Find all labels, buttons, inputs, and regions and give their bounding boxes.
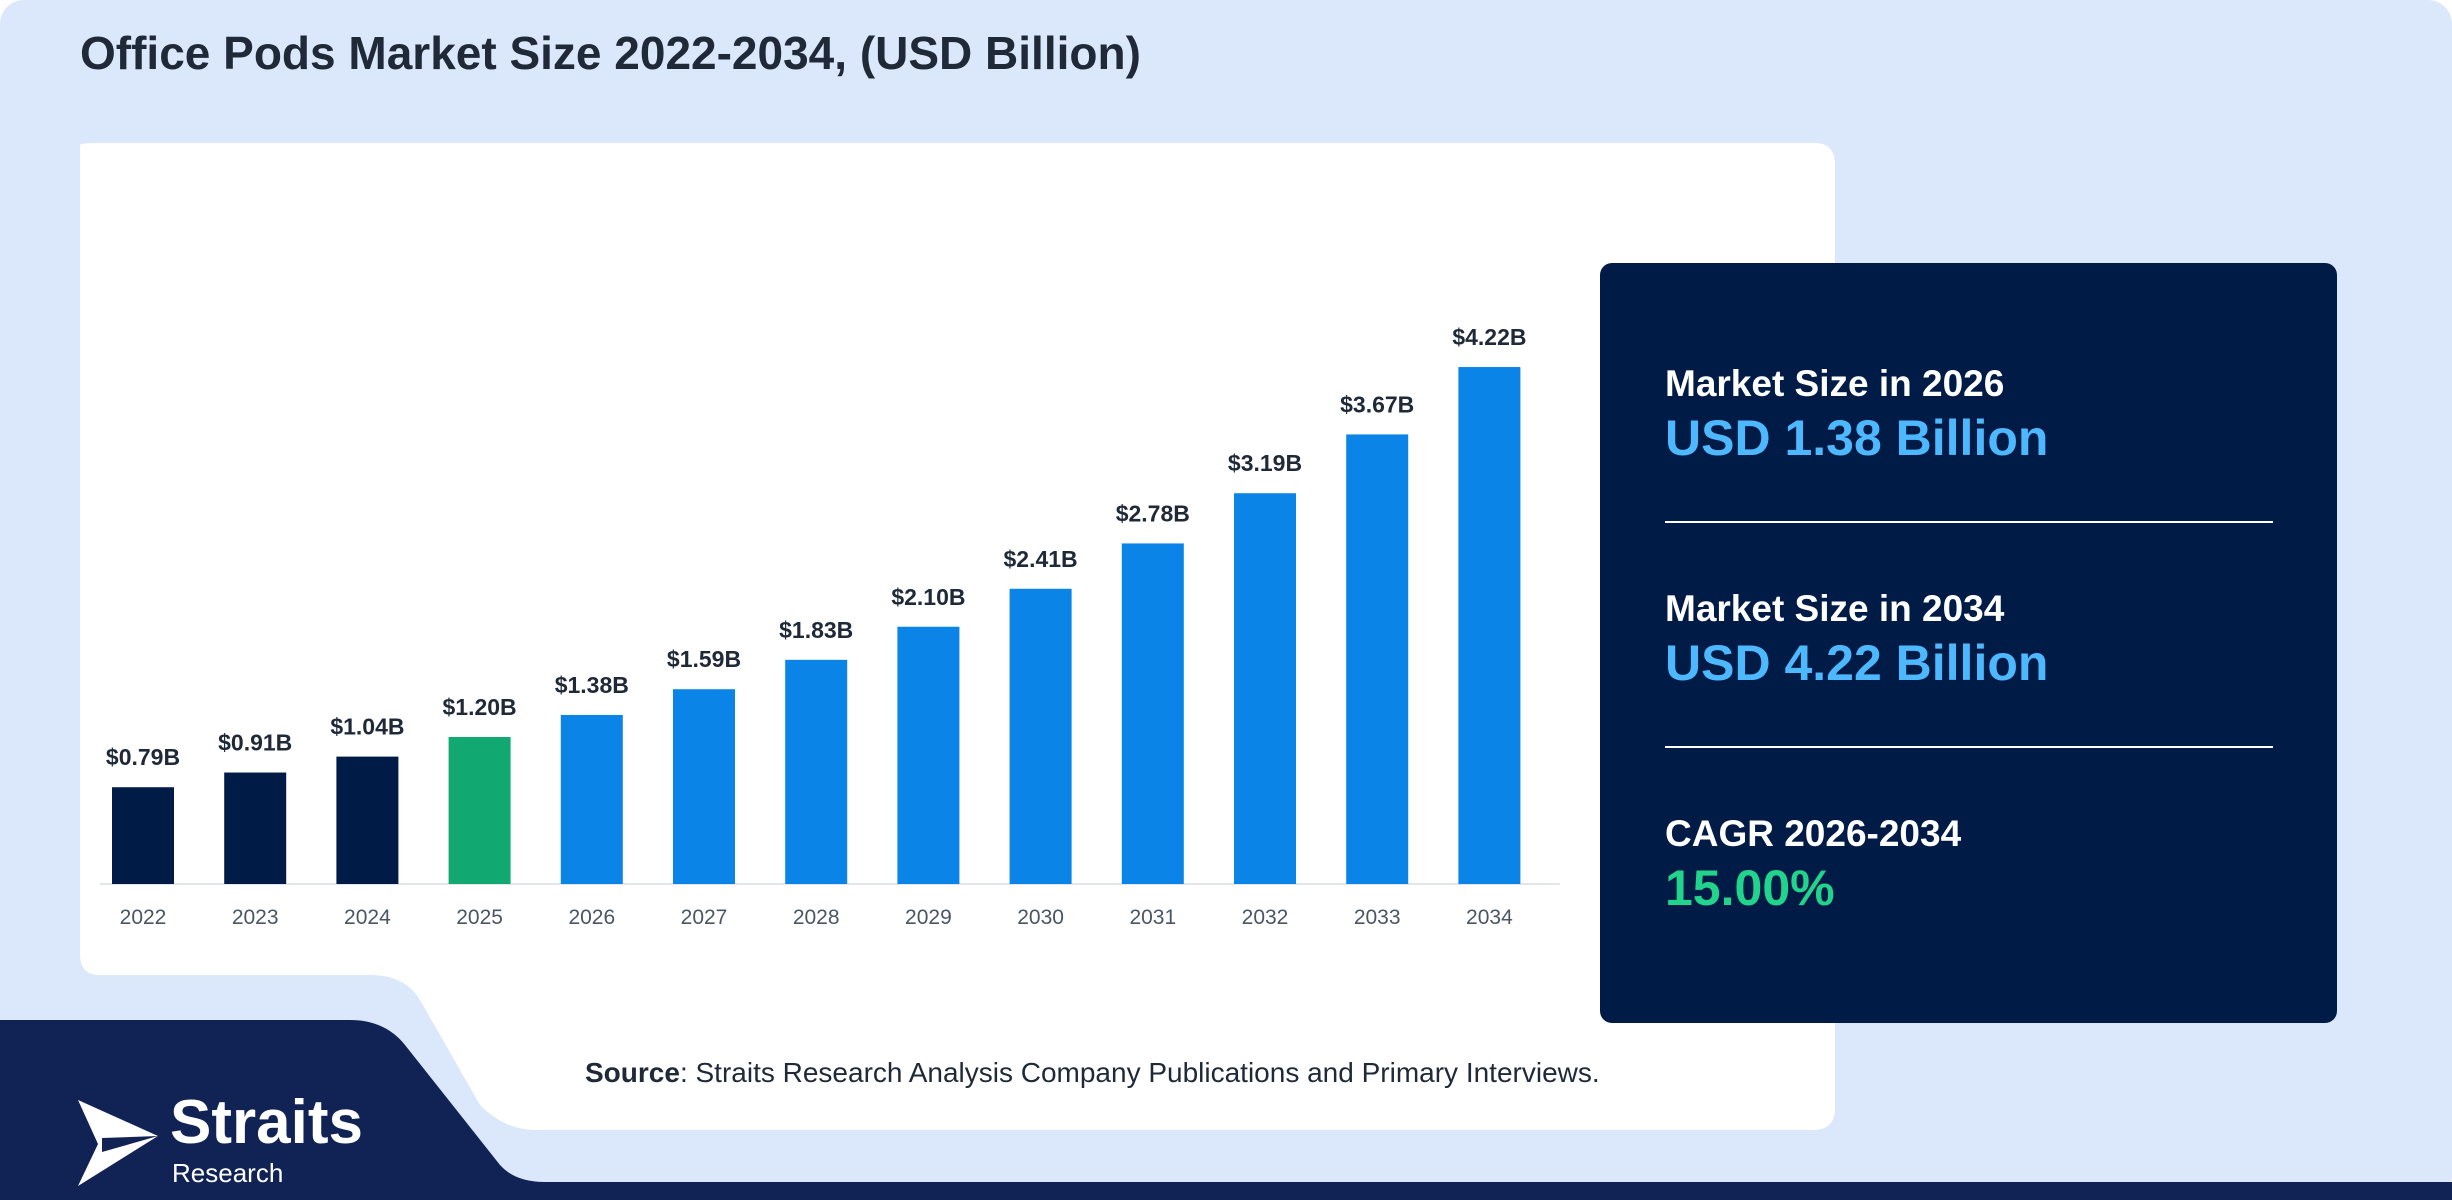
bar-2026 [560, 714, 623, 884]
kpi-market-size-2026: Market Size in 2026 USD 1.38 Billion [1665, 363, 2048, 467]
x-tick-label-2028: 2028 [793, 906, 840, 929]
data-label-2030: $2.41B [1004, 546, 1078, 572]
data-label-2028: $1.83B [779, 617, 853, 643]
kpi-label: Market Size in 2034 [1665, 588, 2005, 629]
x-tick-label-2027: 2027 [681, 906, 728, 929]
bar-2034 [1458, 367, 1521, 884]
kpi-label: CAGR 2026-2034 [1665, 813, 1962, 854]
kpi-cagr: CAGR 2026-2034 15.00% [1665, 813, 1961, 917]
bar-2030 [1009, 588, 1072, 884]
data-label-2022: $0.79B [106, 744, 180, 770]
logo-subtitle: Research [172, 1158, 284, 1188]
kpi-divider [1665, 521, 2273, 523]
data-label-2029: $2.10B [891, 584, 965, 610]
source-text: : Straits Research Analysis Company Publ… [679, 1057, 1600, 1088]
data-label-2024: $1.04B [330, 714, 404, 740]
bar-2029 [897, 626, 960, 884]
kpi-value: USD 4.22 Billion [1665, 635, 2049, 691]
kpi-divider [1665, 746, 2273, 748]
data-label-2032: $3.19B [1228, 450, 1302, 476]
bar-2032 [1234, 493, 1296, 884]
bar-chart: $0.79B 2022 $0.91B 2023 $1.04B 2024 $1.20B 2025… [100, 324, 1560, 929]
x-tick-label-2026: 2026 [568, 906, 615, 929]
x-tick-label-2030: 2030 [1017, 906, 1064, 929]
bar-2025 [448, 737, 511, 884]
bar-2024 [336, 756, 399, 884]
straits-arrow-logo-icon [78, 1100, 158, 1186]
data-label-2031: $2.78B [1116, 500, 1190, 526]
x-tick-label-2031: 2031 [1129, 906, 1176, 929]
bar-2022 [112, 787, 174, 884]
data-label-2026: $1.38B [555, 672, 629, 698]
page-title: Office Pods Market Size 2022-2034, (USD … [80, 27, 1141, 79]
data-label-2027: $1.59B [667, 646, 741, 672]
source-label: Source [585, 1057, 680, 1088]
kpi-label: Market Size in 2026 [1665, 363, 2005, 404]
data-label-2025: $1.20B [443, 694, 517, 720]
bar-2031 [1121, 543, 1184, 884]
x-tick-label-2034: 2034 [1466, 906, 1513, 929]
data-label-2034: $4.22B [1452, 324, 1526, 350]
x-tick-label-2024: 2024 [344, 906, 391, 929]
kpi-market-size-2034: Market Size in 2034 USD 4.22 Billion [1665, 588, 2048, 692]
x-tick-label-2022: 2022 [120, 906, 167, 929]
logo-wordmark: Straits [170, 1088, 363, 1157]
kpi-panel: Market Size in 2026 USD 1.38 Billion Mar… [1600, 263, 2337, 1023]
bar-2023 [224, 772, 287, 884]
footer-band [0, 1020, 2452, 1200]
x-tick-label-2023: 2023 [232, 906, 279, 929]
bar-2027 [673, 689, 735, 884]
x-tick-label-2029: 2029 [905, 906, 952, 929]
bar-2033 [1346, 434, 1409, 884]
data-label-2023: $0.91B [218, 730, 292, 756]
x-tick-label-2032: 2032 [1242, 906, 1289, 929]
bar-2028 [785, 659, 848, 884]
straits-research-logo: Straits Research [78, 1092, 408, 1190]
kpi-value: 15.00% [1665, 860, 1835, 916]
x-tick-label-2025: 2025 [456, 906, 503, 929]
source-note: Source: Straits Research Analysis Compan… [585, 1057, 1600, 1089]
kpi-value: USD 1.38 Billion [1665, 410, 2049, 466]
x-tick-label-2033: 2033 [1354, 906, 1401, 929]
data-label-2033: $3.67B [1340, 391, 1414, 417]
